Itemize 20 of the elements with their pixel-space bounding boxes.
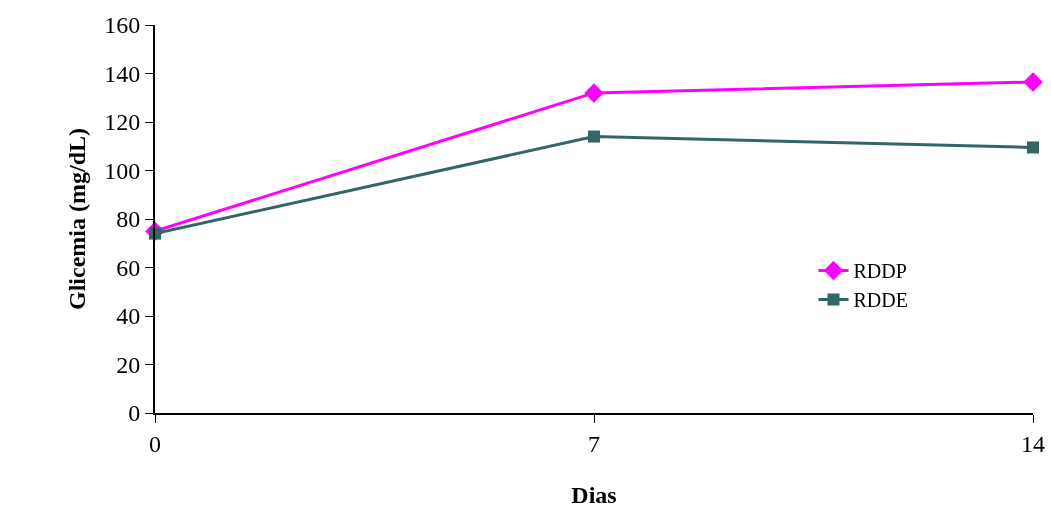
y-tick-label: 20 (116, 351, 141, 378)
y-tick-label: 80 (116, 206, 141, 233)
legend-label: RDDP (853, 260, 907, 283)
point (1027, 141, 1039, 154)
y-tick-label: 160 (104, 12, 141, 39)
y-tick-label: 60 (116, 254, 141, 281)
y-tick-label: 40 (116, 303, 141, 330)
x-tick-label: 7 (588, 430, 600, 457)
y-tick-label: 140 (104, 60, 141, 87)
y-axis-title: Glicemia (mg/dL) (63, 128, 90, 310)
point (1023, 72, 1043, 92)
x-tick-label: 0 (149, 430, 161, 457)
point (588, 130, 600, 143)
point (584, 83, 604, 103)
y-tick-label: 120 (104, 109, 141, 136)
x-axis-title: Dias (571, 481, 617, 508)
y-tick-label: 0 (128, 400, 141, 427)
x-tick-label: 14 (1021, 430, 1045, 457)
y-tick-label: 100 (104, 157, 141, 184)
legend-label: RDDE (853, 289, 908, 312)
